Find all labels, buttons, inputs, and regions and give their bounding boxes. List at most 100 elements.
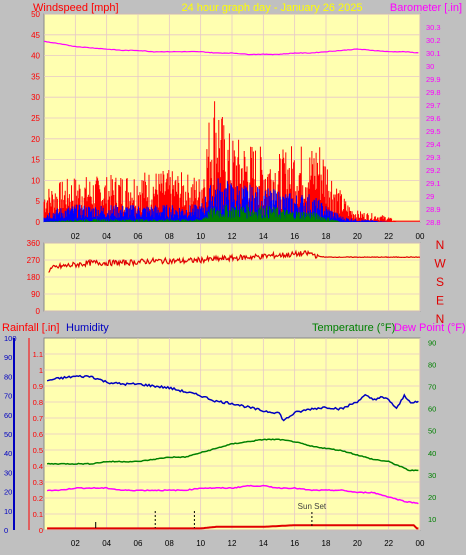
direction-grid <box>44 242 421 312</box>
wind-y-tick-label: 40 <box>31 52 40 61</box>
climate-x-tick-label: 00 <box>416 539 425 548</box>
barometer-y-tick-label: 29.6 <box>426 114 441 123</box>
wind-windspeed-min-line <box>44 204 342 222</box>
wind-x-tick-label: 04 <box>102 232 111 241</box>
direction-y-tick-label: 270 <box>27 256 41 265</box>
temperature-y-tick-label: 40 <box>428 449 436 458</box>
rainfall-y-tick-label: 1 <box>39 366 43 375</box>
barometer-y-tick-label: 29 <box>426 192 434 201</box>
rainfall-y-tick-label: 0.5 <box>33 446 43 455</box>
barometer-y-tick-label: 29.8 <box>426 88 441 97</box>
graph-title: 24 hour graph day - January 26 2025 <box>181 2 362 14</box>
humidity-y-tick-label: 100 <box>4 334 17 343</box>
barometer-y-tick-label: 29.4 <box>426 140 441 149</box>
rainfall-axis-label: Rainfall [.in] <box>2 322 59 334</box>
humidity-y-tick-label: 50 <box>4 430 12 439</box>
direction-series-group <box>48 249 420 273</box>
wind-x-tick-label: 16 <box>290 232 299 241</box>
wind-y-tick-label: 50 <box>31 10 40 19</box>
compass-label: S <box>436 275 444 289</box>
barometer-y-tick-label: 30.1 <box>426 49 441 58</box>
wind-x-tick-label: 20 <box>353 232 362 241</box>
humidity-y-tick-label: 20 <box>4 488 12 497</box>
rainfall-y-tick-label: 0.3 <box>33 478 43 487</box>
climate-x-tick-label: 18 <box>322 539 331 548</box>
barometer-axis-label: Barometer [.in] <box>390 2 462 14</box>
barometer-y-tick-label: 28.9 <box>426 205 441 214</box>
climate-x-tick-label: 06 <box>134 539 143 548</box>
wind-x-tick-label: 22 <box>384 232 393 241</box>
barometer-y-tick-label: 30.2 <box>426 36 441 45</box>
windspeed-axis-label: Windspeed [mph] <box>33 2 119 14</box>
temperature-y-tick-label: 60 <box>428 405 436 414</box>
rainfall-y-tick-label: 0.7 <box>33 414 43 423</box>
wind-x-tick-label: 08 <box>165 232 174 241</box>
wind-x-tick-label: 06 <box>134 232 143 241</box>
barometer-y-tick-label: 30 <box>426 62 434 71</box>
rainfall-y-tick-label: 1.1 <box>33 350 43 359</box>
wind-y-tick-label: 30 <box>31 93 40 102</box>
barometer-y-tick-label: 29.3 <box>426 153 441 162</box>
temperature-y-tick-label: 70 <box>428 383 436 392</box>
temperature-y-tick-label: 20 <box>428 493 436 502</box>
barometer-y-tick-label: 29.7 <box>426 101 441 110</box>
direction-y-tick-label: 180 <box>27 273 41 282</box>
temperature-y-tick-label: 10 <box>428 515 436 524</box>
climate-x-tick-label: 22 <box>384 539 393 548</box>
direction-y-tick-label: 360 <box>27 239 41 248</box>
rainfall-y-tick-label: 0 <box>39 526 43 535</box>
rainfall-line <box>47 524 419 530</box>
barometer-y-tick-label: 29.1 <box>426 179 441 188</box>
humidity-y-tick-label: 80 <box>4 372 12 381</box>
humidity-y-tick-label: 70 <box>4 392 12 401</box>
temperature-line <box>46 438 419 472</box>
barometer-y-tick-label: 29.9 <box>426 75 441 84</box>
compass-label: N <box>436 312 445 326</box>
humidity-y-tick-label: 60 <box>4 411 12 420</box>
wind-x-tick-label: 18 <box>322 232 331 241</box>
temperature-y-tick-label: 30 <box>428 471 436 480</box>
climate-x-tick-label: 14 <box>259 539 268 548</box>
wind-y-tick-label: 15 <box>31 156 40 165</box>
sunset-annotation: Sun Set <box>298 502 327 511</box>
dew-point-line <box>46 484 419 505</box>
wind-y-tick-label: 10 <box>31 176 40 185</box>
compass-label: N <box>436 238 445 252</box>
compass-label: W <box>434 257 446 271</box>
wind-y-tick-label: 35 <box>31 72 40 81</box>
wind-series-group <box>43 40 420 222</box>
humidity-line <box>46 374 419 422</box>
direction-y-tick-label: 0 <box>36 307 41 316</box>
humidity-y-tick-label: 10 <box>4 507 12 516</box>
rainfall-y-tick-label: 0.9 <box>33 382 43 391</box>
climate-x-tick-label: 12 <box>228 539 237 548</box>
wind-y-tick-label: 25 <box>31 114 40 123</box>
wind-y-tick-label: 20 <box>31 135 40 144</box>
temperature-y-tick-label: 80 <box>428 360 436 369</box>
humidity-axis-label: Humidity <box>66 322 109 334</box>
temperature-y-tick-label: 90 <box>428 338 436 347</box>
climate-x-tick-label: 08 <box>165 539 174 548</box>
climate-x-tick-label: 16 <box>290 539 299 548</box>
climate-x-tick-label: 10 <box>196 539 205 548</box>
wind-x-tick-label: 10 <box>196 232 205 241</box>
barometer-y-tick-label: 30.3 <box>426 23 441 32</box>
barometer-y-tick-label: 29.2 <box>426 166 441 175</box>
wind-x-tick-label: 12 <box>228 232 237 241</box>
wind-x-tick-label: 00 <box>416 232 425 241</box>
wind-x-tick-label: 02 <box>71 232 80 241</box>
rainfall-y-tick-label: 0.8 <box>33 398 43 407</box>
barometer-line <box>43 40 419 56</box>
humidity-y-tick-label: 0 <box>4 526 8 535</box>
wind-y-tick-label: 5 <box>36 197 41 206</box>
climate-x-tick-label: 04 <box>102 539 111 548</box>
temperature-axis-label: Temperature (°F) <box>312 322 395 334</box>
barometer-y-tick-label: 28.8 <box>426 218 441 227</box>
wind-direction-line <box>48 249 420 273</box>
barometer-y-tick-label: 29.5 <box>426 127 441 136</box>
humidity-y-tick-label: 30 <box>4 468 12 477</box>
climate-x-tick-label: 20 <box>353 539 362 548</box>
climate-series-group: Sun Set <box>46 374 419 530</box>
humidity-y-tick-label: 90 <box>4 353 12 362</box>
